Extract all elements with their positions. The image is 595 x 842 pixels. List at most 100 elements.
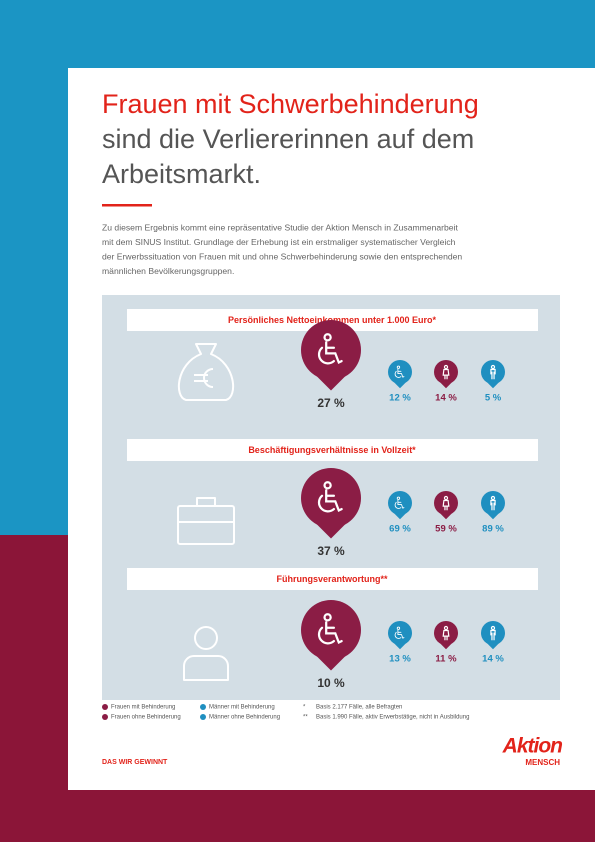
group-value: 14 % <box>435 393 457 404</box>
pin-tip <box>314 374 348 391</box>
pin-tip <box>314 522 348 539</box>
person-icon <box>442 625 450 641</box>
icon-body <box>325 489 343 513</box>
group-value: 13 % <box>389 654 411 665</box>
legend-dot <box>200 714 206 720</box>
briefcase <box>177 505 235 545</box>
icon-body <box>442 368 450 380</box>
person-icon <box>442 495 450 511</box>
intro-line: Zu diesem Ergebnis kommt eine repräsenta… <box>102 222 458 232</box>
briefcase-handle <box>178 497 234 523</box>
icon-body <box>490 499 496 511</box>
intro-line: mit dem SINUS Institut. Grundlage der Er… <box>102 237 456 247</box>
money-bag <box>178 343 234 401</box>
pin <box>481 621 505 650</box>
pin <box>434 360 458 389</box>
logo-bottom: MENSCH <box>525 758 560 767</box>
pin <box>434 621 458 650</box>
icon-head <box>443 625 449 631</box>
person-head <box>194 626 218 650</box>
icon-head <box>490 495 496 501</box>
wheelchair-icon <box>394 496 405 509</box>
legend-dot <box>102 704 108 710</box>
group-value: 89 % <box>482 524 504 535</box>
wheelchair-icon <box>317 333 343 365</box>
section-icon <box>178 343 234 401</box>
pin-tip <box>393 642 407 650</box>
icon-wheel <box>394 370 402 378</box>
legend-label: Frauen mit Behinderung <box>111 705 175 711</box>
section-header-bg <box>127 568 538 590</box>
pin-circle <box>481 360 505 384</box>
footnote-mark: ** <box>303 715 308 721</box>
footnote-text: Basis 1.990 Fälle, aktiv Erwerbstätige, … <box>316 715 469 721</box>
icon-head <box>396 496 401 500</box>
legend-label: Frauen ohne Behinderung <box>111 715 181 721</box>
pin <box>434 491 458 520</box>
section-icon <box>177 497 235 545</box>
group-value: 12 % <box>389 393 411 404</box>
main-value: 27 % <box>317 396 345 410</box>
intro-line: männlichen Bevölkerungsgruppen. <box>102 266 234 276</box>
icon-body <box>442 629 450 641</box>
pin <box>301 600 361 671</box>
pin-tip <box>393 512 407 520</box>
icon-wheel <box>317 494 336 513</box>
pin <box>301 320 361 391</box>
icon-body <box>490 368 496 380</box>
pin-tip <box>486 381 500 389</box>
icon-wheel <box>394 501 402 509</box>
icon-head <box>443 364 449 370</box>
person-icon <box>490 364 496 380</box>
pin-circle <box>301 320 361 380</box>
icon-body <box>397 629 405 639</box>
wheelchair-icon <box>317 613 343 645</box>
intro-line: der Erwerbssituation von Frauen mit und … <box>102 251 462 261</box>
pin-tip <box>486 642 500 650</box>
title-line: Arbeitsmarkt. <box>102 159 261 189</box>
pin-circle <box>388 621 412 645</box>
icon-body <box>397 499 405 509</box>
pin-tip <box>439 642 453 650</box>
icon-wheel <box>317 626 336 645</box>
euro-sign <box>194 368 214 388</box>
pin <box>301 468 361 539</box>
person-icon <box>442 364 450 380</box>
icon-body <box>325 621 343 645</box>
title-rule <box>102 204 152 207</box>
pin-circle <box>434 491 458 515</box>
pin-circle <box>301 468 361 528</box>
pin-circle <box>481 491 505 515</box>
icon-head <box>323 481 332 490</box>
icon-head <box>396 626 401 630</box>
group-value: 5 % <box>485 393 502 404</box>
section-heading: Führungsverantwortung** <box>276 574 387 584</box>
pin-circle <box>388 360 412 384</box>
pin-circle <box>434 360 458 384</box>
person-icon <box>490 495 496 511</box>
group-value: 14 % <box>482 654 504 665</box>
footer-claim: DAS WIR GEWINNT <box>102 759 168 766</box>
pin <box>481 491 505 520</box>
pin <box>388 491 412 520</box>
footnote-mark: * <box>303 705 306 711</box>
icon-head <box>323 333 332 342</box>
main-value: 10 % <box>317 676 345 690</box>
pin-circle <box>388 491 412 515</box>
pin <box>481 360 505 389</box>
icon-body <box>397 368 405 378</box>
group-value: 69 % <box>389 524 411 535</box>
main-value: 37 % <box>317 544 345 558</box>
pin-circle <box>481 621 505 645</box>
section-icon <box>183 626 229 681</box>
icon-head <box>443 495 449 501</box>
icon-body <box>325 341 343 365</box>
person-shoulders <box>183 655 229 681</box>
pin-circle <box>434 621 458 645</box>
section-heading: Beschäftigungsverhältnisse in Vollzeit* <box>248 445 416 455</box>
icon-head <box>490 364 496 370</box>
wheelchair-icon <box>394 626 405 639</box>
pin-tip <box>393 381 407 389</box>
